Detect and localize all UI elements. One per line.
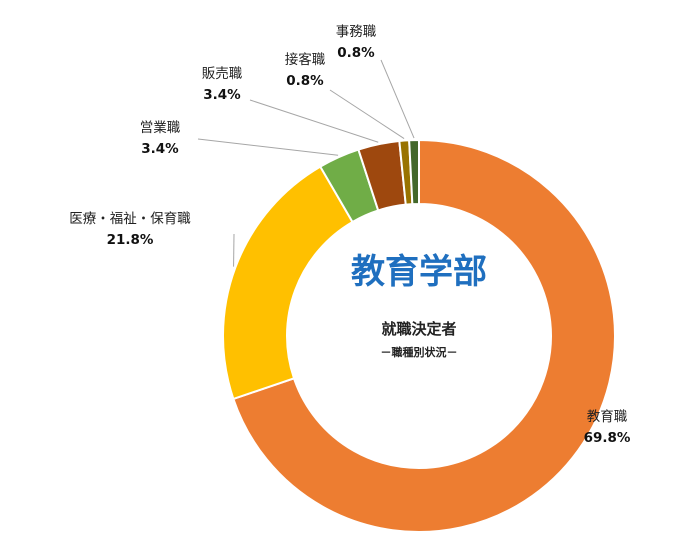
chart-title: 教育学部: [351, 252, 487, 292]
leader-line-5: [329, 89, 405, 139]
slice-6: [408, 138, 420, 206]
slice-label-name-6: 事務職: [336, 24, 377, 40]
chart-note: －職種別状況－: [381, 345, 458, 359]
slice-label-value-6: 0.8%: [337, 45, 375, 61]
leader-line-4: [249, 99, 379, 143]
chart-subtitle: 就職決定者: [381, 320, 456, 338]
slice-labels: 教育職 69.8% 医療・福祉・保育職 21.8% 営業職 3.4% 販売職 3.4% 接客職 0…: [69, 24, 631, 446]
slice-label-name-1: 教育職: [587, 409, 628, 425]
donut-slices: [222, 138, 616, 533]
slice-label-value-2: 21.8%: [107, 232, 154, 248]
slice-label-name-4: 販売職: [202, 66, 243, 82]
leader-lines: [197, 59, 415, 267]
slice-2: [222, 165, 354, 401]
slice-label-value-3: 3.4%: [141, 141, 179, 157]
slice-label-value-1: 69.8%: [584, 430, 631, 446]
slice-label-value-4: 3.4%: [203, 87, 241, 103]
slice-label-value-5: 0.8%: [286, 73, 324, 89]
slice-label-name-3: 営業職: [140, 120, 181, 136]
slice-label-name-5: 接客職: [285, 51, 326, 68]
leader-line-6: [380, 59, 415, 139]
slice-label-name-2: 医療・福祉・保育職: [69, 210, 191, 227]
slice-1: [232, 138, 616, 533]
leader-line-3: [197, 138, 339, 156]
